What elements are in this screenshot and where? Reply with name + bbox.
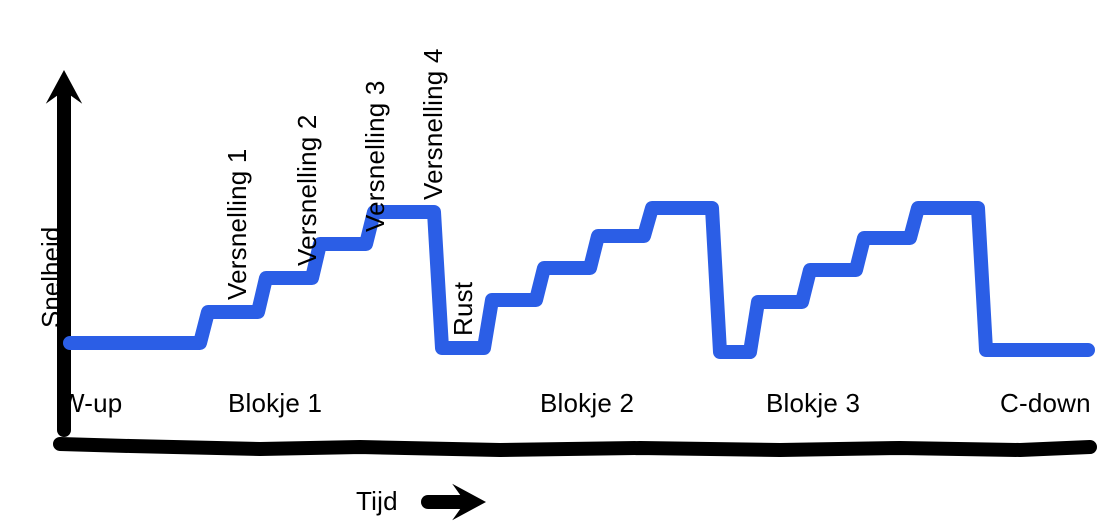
step-label-v4: Versnelling 4 bbox=[418, 49, 449, 200]
phase-label-cdown: C-down bbox=[1000, 388, 1091, 419]
x-axis bbox=[60, 444, 1090, 450]
step-label-v3: Versnelling 3 bbox=[360, 81, 391, 232]
rest-label: Rust bbox=[448, 282, 479, 336]
x-axis-label: Tijd bbox=[356, 486, 398, 517]
phase-label-block2: Blokje 2 bbox=[540, 388, 634, 419]
y-axis-label: Snelheid bbox=[36, 227, 67, 328]
step-label-v2: Versnelling 2 bbox=[292, 115, 323, 266]
phase-label-block1: Blokje 1 bbox=[228, 388, 322, 419]
phase-label-block3: Blokje 3 bbox=[766, 388, 860, 419]
phase-label-wup: W-up bbox=[60, 388, 122, 419]
step-label-v1: Versnelling 1 bbox=[222, 149, 253, 300]
